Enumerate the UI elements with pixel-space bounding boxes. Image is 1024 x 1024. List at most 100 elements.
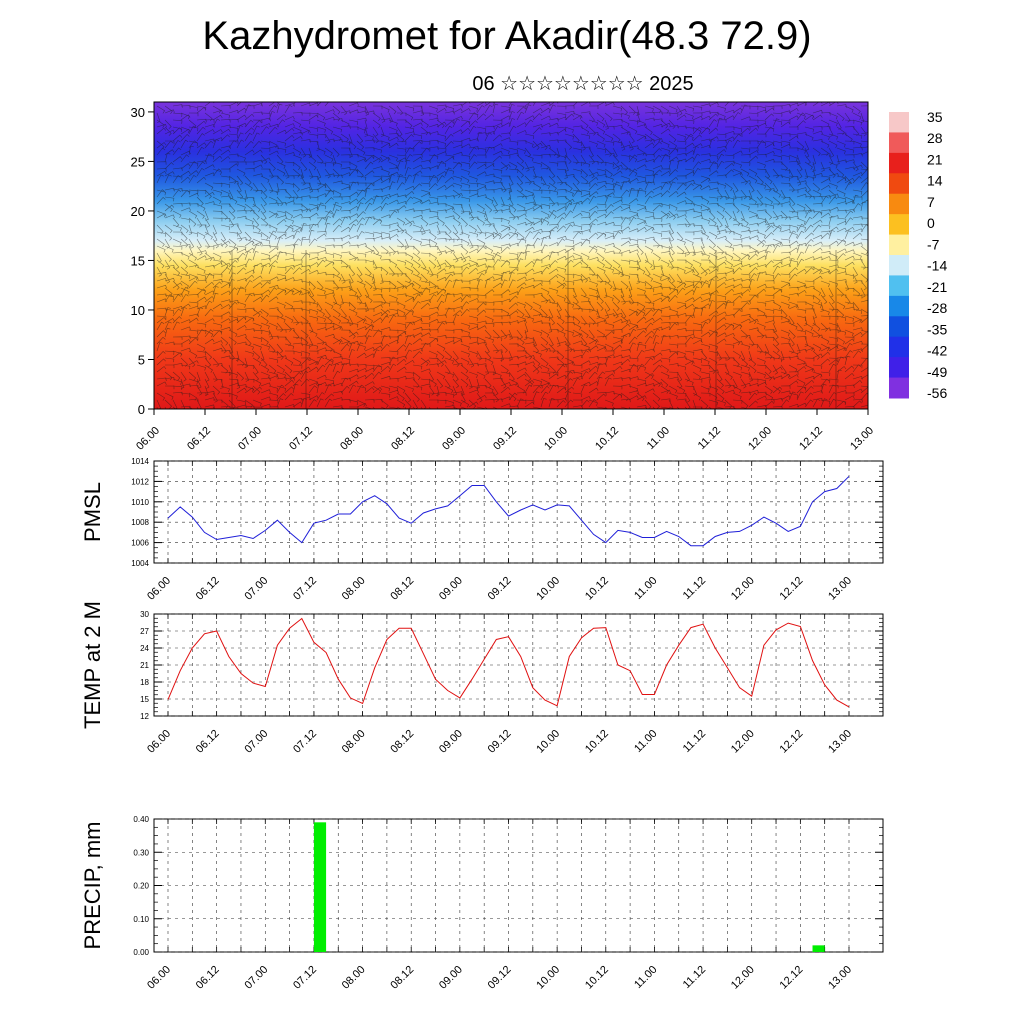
wind-barb bbox=[404, 238, 409, 249]
wind-barb bbox=[348, 119, 359, 125]
wind-barb bbox=[684, 133, 694, 142]
wind-barb bbox=[284, 301, 294, 310]
wind-barb bbox=[164, 214, 175, 219]
wind-barb bbox=[564, 386, 575, 394]
wind-barb bbox=[348, 205, 359, 212]
wind-barb bbox=[212, 273, 223, 278]
wind-barb bbox=[332, 209, 340, 219]
wind-barb bbox=[812, 203, 823, 207]
wind-barb bbox=[397, 112, 407, 117]
wind-barb bbox=[252, 149, 263, 156]
wind-barb bbox=[372, 119, 381, 129]
wind-barb bbox=[372, 178, 383, 184]
wind-barb bbox=[396, 285, 407, 290]
wind-barb bbox=[548, 168, 556, 179]
wind-barb bbox=[324, 238, 335, 242]
wind-barb bbox=[236, 182, 242, 193]
wind-barb bbox=[548, 209, 557, 219]
wind-barb bbox=[748, 318, 759, 324]
series-line bbox=[167, 617, 850, 708]
wind-barb bbox=[452, 339, 463, 345]
wind-barb bbox=[268, 296, 279, 303]
wind-barb bbox=[300, 154, 311, 158]
wind-barb bbox=[524, 308, 531, 319]
wind-barb bbox=[404, 385, 414, 392]
wind-barb bbox=[436, 151, 447, 156]
wind-barb bbox=[684, 392, 691, 403]
wind-barb bbox=[156, 266, 162, 277]
wind-barb bbox=[828, 315, 839, 320]
wind-barb bbox=[180, 133, 190, 142]
wind-barb bbox=[204, 201, 215, 205]
wind-barb bbox=[420, 266, 430, 275]
wind-barb bbox=[324, 189, 334, 198]
wind-barb bbox=[292, 383, 299, 394]
wind-barb bbox=[652, 252, 661, 261]
wind-barb bbox=[292, 350, 303, 357]
wind-barb bbox=[820, 301, 824, 312]
wind-barb bbox=[540, 216, 549, 226]
wind-barb bbox=[572, 102, 582, 107]
wind-barb bbox=[452, 279, 459, 289]
wind-barb bbox=[748, 155, 759, 163]
y-tick-label: 24 bbox=[140, 644, 149, 653]
wind-barb bbox=[844, 338, 855, 345]
x-tick-label: 10.00 bbox=[534, 575, 562, 603]
wind-barb bbox=[788, 301, 798, 308]
wind-barb bbox=[196, 255, 207, 261]
wind-barb bbox=[180, 293, 189, 303]
wind-barb bbox=[676, 385, 686, 394]
wind-barb bbox=[596, 363, 603, 373]
wind-barb bbox=[580, 140, 586, 151]
wind-barb bbox=[724, 139, 733, 149]
wind-barb bbox=[724, 245, 735, 252]
wind-barb bbox=[204, 281, 215, 289]
wind-barb bbox=[492, 398, 503, 402]
wind-barb bbox=[316, 147, 326, 155]
wind-barb bbox=[780, 256, 791, 261]
colorbar-swatch bbox=[889, 275, 909, 297]
wind-barb bbox=[452, 151, 463, 156]
wind-barb bbox=[732, 283, 743, 289]
wind-barb bbox=[220, 311, 231, 317]
wind-barb bbox=[444, 364, 451, 375]
wind-barb bbox=[668, 287, 679, 294]
wind-barb bbox=[244, 175, 252, 186]
wind-barb bbox=[284, 357, 294, 366]
wind-barb bbox=[476, 371, 486, 379]
wind-barb bbox=[844, 175, 852, 185]
wind-barb bbox=[524, 166, 535, 170]
wind-barb bbox=[444, 399, 454, 406]
wind-barb bbox=[188, 217, 197, 227]
wind-barb bbox=[756, 395, 767, 401]
wind-barb bbox=[636, 203, 647, 210]
wind-barb bbox=[500, 271, 507, 282]
wind-barb bbox=[364, 301, 369, 312]
wind-barb bbox=[460, 238, 470, 247]
wind-barb bbox=[820, 294, 828, 305]
wind-barb bbox=[644, 224, 654, 231]
wind-barb bbox=[692, 134, 702, 142]
wind-barb bbox=[508, 210, 516, 220]
wind-barb bbox=[716, 105, 726, 112]
wind-barb bbox=[716, 153, 725, 163]
wind-barb bbox=[828, 268, 839, 275]
wind-barb bbox=[580, 238, 591, 244]
wind-barb bbox=[620, 206, 631, 212]
wind-barb bbox=[620, 240, 631, 247]
wind-barb bbox=[852, 308, 863, 314]
wind-barb bbox=[804, 195, 815, 200]
wind-barb bbox=[780, 175, 791, 182]
wind-barb bbox=[684, 333, 695, 338]
wind-barb bbox=[332, 237, 343, 242]
wind-barb bbox=[476, 210, 486, 218]
wind-barb bbox=[180, 217, 191, 223]
wind-barb bbox=[596, 221, 607, 226]
wind-barb bbox=[492, 277, 503, 282]
wind-barb bbox=[388, 105, 397, 115]
wind-barb bbox=[172, 282, 183, 289]
wind-barb bbox=[444, 140, 454, 149]
wind-barb bbox=[188, 192, 199, 198]
wind-barb bbox=[820, 280, 830, 288]
wind-barb bbox=[332, 189, 342, 197]
